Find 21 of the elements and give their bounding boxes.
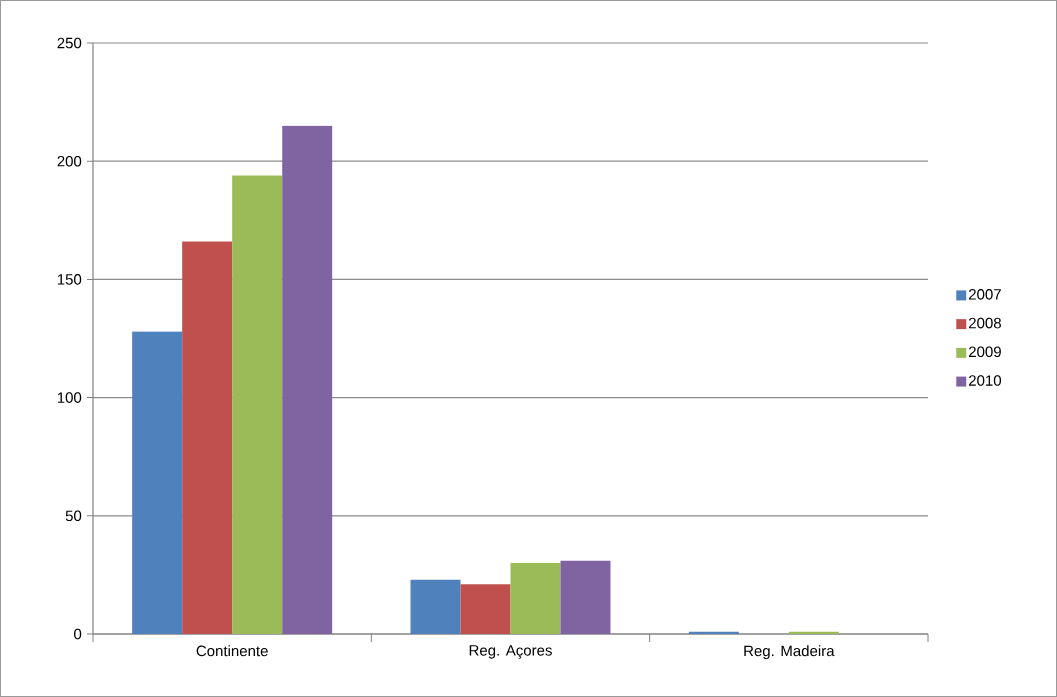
y-tick-label: 100 <box>57 392 82 403</box>
y-tick-label: 250 <box>57 37 82 49</box>
bar <box>460 584 511 634</box>
legend-label: 2010 <box>969 375 1002 386</box>
bar <box>410 579 461 634</box>
legend-label: 2009 <box>969 346 1001 358</box>
bar <box>510 563 561 634</box>
bar <box>560 560 611 634</box>
y-tick-label: 50 <box>65 510 82 522</box>
bar <box>232 175 283 634</box>
y-tick-label: 0 <box>74 628 82 640</box>
legend-label: 2008 <box>969 317 1001 329</box>
x-tick-label: Continente <box>196 645 268 657</box>
bar <box>182 241 233 634</box>
y-tick-label: 150 <box>57 274 82 285</box>
bar <box>282 125 333 634</box>
y-tick-label: 200 <box>57 155 82 167</box>
x-tick-label: Reg. Açores <box>469 645 552 659</box>
legend-label: 2007 <box>969 289 1001 300</box>
x-tick-label: Reg. Madeira <box>744 645 835 660</box>
bar <box>132 331 183 634</box>
